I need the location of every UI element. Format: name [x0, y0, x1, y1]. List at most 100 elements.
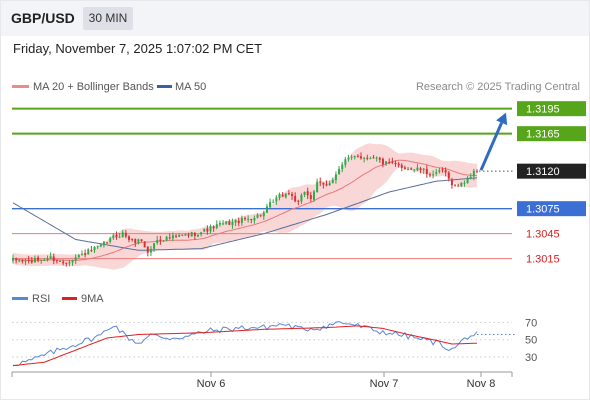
ma20-line — [12, 159, 478, 262]
candle — [62, 259, 65, 266]
candle — [203, 228, 206, 233]
candle-body — [165, 236, 168, 241]
rsi-tick-label-70: 70 — [525, 317, 537, 329]
candle-body — [450, 179, 453, 186]
candle-body — [381, 158, 384, 165]
candle — [181, 234, 184, 236]
candle — [435, 168, 438, 176]
candle-body — [303, 191, 306, 195]
candle — [397, 161, 400, 168]
forecast — [479, 112, 508, 171]
candle-body — [306, 191, 309, 196]
candle-body — [457, 185, 460, 187]
candle — [407, 166, 410, 171]
candle-body — [49, 256, 52, 259]
candle-body — [463, 182, 466, 184]
candle-body — [391, 161, 394, 163]
candle — [49, 252, 52, 260]
candle-body — [80, 253, 83, 255]
rsi-tick-label-50: 50 — [525, 335, 537, 347]
candle — [65, 262, 68, 267]
candle-body — [115, 234, 118, 238]
candle — [24, 258, 27, 266]
candle — [265, 203, 268, 214]
candle — [469, 173, 472, 180]
candle — [300, 193, 303, 205]
current-price-label: 1.3120 — [526, 166, 560, 178]
candle — [476, 169, 478, 173]
candle-body — [146, 246, 149, 253]
candle — [102, 240, 105, 248]
candle-body — [153, 243, 156, 249]
candle — [400, 163, 403, 172]
candle-body — [65, 262, 68, 264]
candle-body — [331, 179, 334, 184]
candle — [237, 217, 240, 227]
candle-body — [385, 161, 388, 165]
candle — [240, 215, 243, 226]
candle-body — [334, 174, 337, 181]
candle — [121, 229, 124, 238]
candle-body — [394, 162, 397, 165]
timestamp: Friday, November 7, 2025 1:07:02 PM CET — [13, 41, 263, 56]
candle — [438, 167, 441, 174]
candle — [457, 183, 460, 187]
candle — [309, 191, 312, 202]
candle-body — [200, 232, 203, 235]
candle — [454, 184, 457, 187]
candle — [225, 220, 228, 225]
candle — [93, 246, 96, 254]
candle — [159, 235, 162, 245]
candle — [344, 156, 347, 168]
candle-body — [62, 261, 65, 264]
candle-body — [46, 258, 49, 260]
candle-body — [372, 157, 375, 159]
candle — [350, 154, 353, 161]
rsi-9ma-line — [12, 325, 478, 367]
candle — [334, 171, 337, 184]
rsi-ma-legend-label: 9MA — [81, 293, 104, 305]
candle-body — [435, 172, 438, 174]
moving-averages — [12, 159, 478, 262]
candle — [128, 235, 130, 243]
candle-body — [121, 232, 124, 238]
candle-body — [244, 218, 246, 220]
candle-body — [347, 157, 350, 160]
candle — [68, 259, 71, 267]
candle — [316, 178, 319, 193]
candle — [250, 218, 253, 224]
candle — [394, 160, 397, 167]
candle — [33, 255, 36, 263]
bollinger-bands — [13, 143, 477, 270]
candle — [425, 164, 428, 178]
candle — [410, 167, 413, 171]
level-badge-1.3195 — [517, 101, 586, 117]
candle — [228, 219, 231, 226]
candle — [275, 195, 278, 205]
candle-body — [181, 234, 184, 236]
candle-body — [52, 256, 55, 261]
candle-body — [425, 168, 428, 175]
candle-body — [231, 221, 234, 226]
candle-body — [112, 235, 115, 238]
candle-body — [55, 260, 58, 262]
rsi-legend-swatch — [12, 297, 28, 300]
candle-body — [124, 232, 127, 237]
candle-body — [171, 235, 174, 239]
candle — [162, 240, 165, 242]
candle — [319, 177, 322, 187]
candle — [87, 248, 90, 255]
candle — [156, 235, 159, 245]
timeframe-badge[interactable]: 30 MIN — [83, 7, 133, 30]
candle-body — [140, 239, 143, 242]
candle — [106, 242, 109, 244]
candle-body — [428, 174, 431, 176]
candle — [419, 166, 422, 174]
candle — [416, 163, 419, 172]
candle-body — [109, 237, 112, 242]
candle — [193, 231, 196, 240]
candle — [353, 155, 356, 160]
candle — [12, 254, 14, 264]
candle-body — [319, 181, 322, 183]
candle-body — [84, 253, 87, 255]
